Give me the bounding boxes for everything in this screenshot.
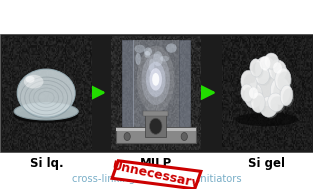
Circle shape xyxy=(124,132,130,141)
Ellipse shape xyxy=(253,95,266,114)
Bar xyxy=(132,40,179,130)
Bar xyxy=(143,111,168,116)
FancyBboxPatch shape xyxy=(112,161,201,189)
Ellipse shape xyxy=(273,81,291,105)
Ellipse shape xyxy=(244,83,262,108)
Bar xyxy=(122,40,132,130)
Ellipse shape xyxy=(275,68,291,91)
Ellipse shape xyxy=(141,54,170,105)
Ellipse shape xyxy=(14,109,78,123)
Ellipse shape xyxy=(257,73,280,106)
Ellipse shape xyxy=(136,53,141,65)
Ellipse shape xyxy=(144,51,150,58)
Circle shape xyxy=(249,87,258,99)
Ellipse shape xyxy=(144,47,152,56)
Ellipse shape xyxy=(241,70,257,93)
Ellipse shape xyxy=(26,76,34,83)
Ellipse shape xyxy=(135,45,145,53)
Ellipse shape xyxy=(254,69,279,106)
Ellipse shape xyxy=(255,67,269,84)
Ellipse shape xyxy=(264,53,279,69)
Text: Unnecessary: Unnecessary xyxy=(111,159,202,189)
Ellipse shape xyxy=(153,51,163,66)
Circle shape xyxy=(150,118,162,134)
Ellipse shape xyxy=(269,60,286,81)
Ellipse shape xyxy=(255,57,275,79)
Text: MILP: MILP xyxy=(140,157,172,170)
Ellipse shape xyxy=(137,46,174,113)
Ellipse shape xyxy=(166,43,177,53)
Ellipse shape xyxy=(17,69,75,117)
Ellipse shape xyxy=(258,60,276,81)
Text: Si lq.: Si lq. xyxy=(29,157,63,170)
Ellipse shape xyxy=(280,85,293,106)
Ellipse shape xyxy=(160,56,169,62)
Ellipse shape xyxy=(251,92,265,112)
Ellipse shape xyxy=(24,75,44,88)
Circle shape xyxy=(260,57,270,70)
Ellipse shape xyxy=(152,73,159,86)
Ellipse shape xyxy=(250,59,262,77)
Ellipse shape xyxy=(258,70,270,86)
Ellipse shape xyxy=(241,84,254,102)
Ellipse shape xyxy=(150,68,162,91)
Ellipse shape xyxy=(260,97,278,117)
Ellipse shape xyxy=(252,62,264,78)
Text: cross-linking agents and initiators: cross-linking agents and initiators xyxy=(72,174,241,184)
Ellipse shape xyxy=(262,100,279,118)
Ellipse shape xyxy=(146,62,166,97)
Bar xyxy=(115,127,196,143)
Ellipse shape xyxy=(271,63,287,82)
Ellipse shape xyxy=(270,77,290,105)
Circle shape xyxy=(181,132,187,141)
Ellipse shape xyxy=(149,59,154,73)
Bar xyxy=(115,128,196,131)
Ellipse shape xyxy=(244,74,258,94)
Ellipse shape xyxy=(243,87,255,104)
Circle shape xyxy=(273,62,282,74)
Ellipse shape xyxy=(283,88,294,107)
Ellipse shape xyxy=(268,93,284,112)
Ellipse shape xyxy=(247,86,263,109)
Ellipse shape xyxy=(267,56,280,70)
Ellipse shape xyxy=(14,103,78,120)
Ellipse shape xyxy=(270,96,285,113)
Bar xyxy=(0,34,313,152)
Ellipse shape xyxy=(277,71,292,92)
Text: Si gel: Si gel xyxy=(249,157,285,170)
Ellipse shape xyxy=(236,112,298,126)
Bar xyxy=(179,40,190,130)
Bar xyxy=(145,111,167,136)
